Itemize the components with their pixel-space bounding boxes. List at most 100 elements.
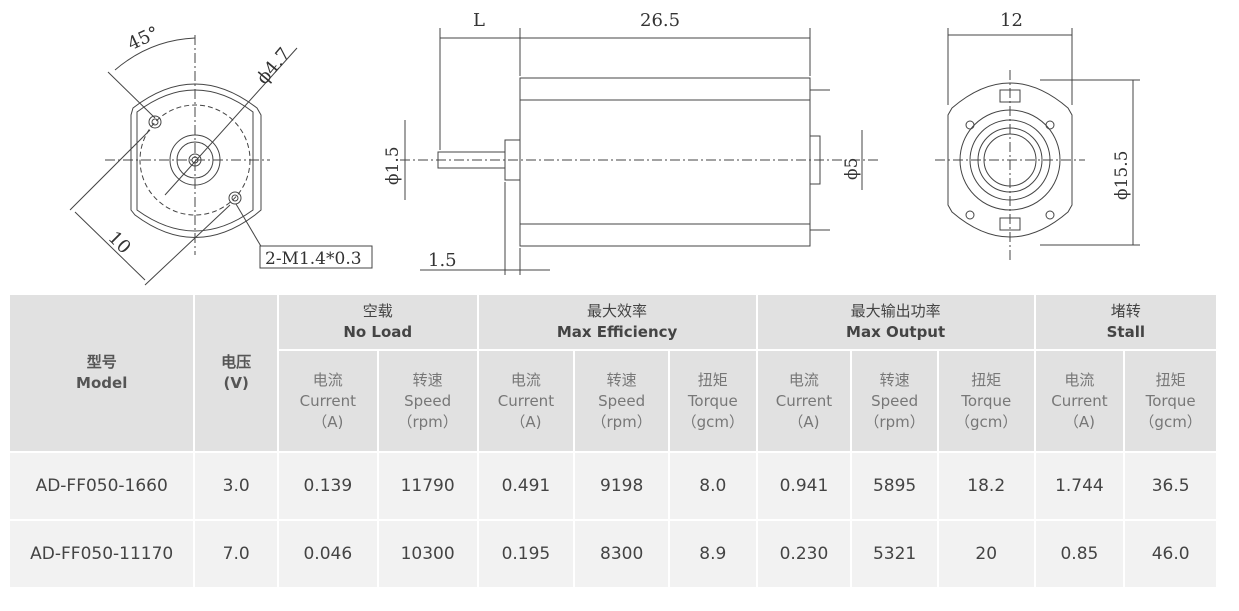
subheader-zh: 电流 [788, 370, 819, 389]
value-cell: 9198 [575, 453, 668, 519]
subheader-cell: 电流 Current （A) [478, 351, 574, 451]
rear-diameter-label: ϕ15.5 [1112, 151, 1132, 200]
subheader-unit: （gcm） [681, 412, 744, 431]
group-zh: 空载 [362, 302, 393, 320]
subheader-zh: 电流 [1064, 370, 1095, 389]
subheader-unit: （A) [312, 412, 344, 431]
group-max-efficiency: 最大效率 Max Efficiency [478, 295, 756, 349]
subheader-en: Torque [687, 391, 738, 410]
value-cell: 10300 [378, 521, 477, 587]
thread-label: 2-M1.4*0.3 [265, 249, 362, 269]
model-zh: 型号 [86, 353, 117, 371]
subheader-cell: 电流 Current （A) [1035, 351, 1124, 451]
value-cell: 1.744 [1035, 453, 1124, 519]
subheader-zh: 电流 [312, 370, 343, 389]
subheader-zh: 扭矩 [971, 370, 1002, 389]
subheader-en: Current [775, 391, 833, 410]
motor-technical-drawing: 45° ϕ4.7 10 2-M1.4*0.3 L 26.5 ϕ1.5 ϕ5 1.… [69, 10, 1140, 286]
boss-diameter-label: ϕ5 [842, 158, 862, 180]
table-row: AD-FF050-1660 3.0 0.139 11790 0.491 9198 8.0 0.… [10, 453, 1216, 519]
group-zh: 最大输出功率 [850, 302, 941, 320]
value-cell: 0.139 [278, 453, 377, 519]
subheader-en: Current [497, 391, 555, 410]
subheader-cell: 扭矩 Torque （gcm） [938, 351, 1034, 451]
group-en: Max Efficiency [556, 323, 678, 341]
voltage-header: 电压 (V) [195, 295, 277, 451]
motor-spec-table: 型号 Model 电压 (V) 空载 No Load 最大效率 Max Efficien… [8, 293, 1218, 589]
subheader-en: Torque [961, 391, 1012, 410]
value-cell: 0.230 [757, 521, 851, 587]
subheader-cell: 转速 Speed （rpm） [575, 351, 668, 451]
group-en: Stall [1106, 323, 1145, 341]
shaft-diameter-label: ϕ1.5 [383, 146, 403, 185]
value-cell: 20 [938, 521, 1034, 587]
group-stall: 堵转 Stall [1035, 295, 1216, 349]
value-cell: 5895 [852, 453, 937, 519]
subheader-cell: 扭矩 Torque （gcm） [1125, 351, 1216, 451]
value-cell: 0.85 [1035, 521, 1124, 587]
value-cell: 46.0 [1125, 521, 1216, 587]
hole-circle-label: ϕ4.7 [253, 44, 295, 89]
subheader-en: Current [1051, 391, 1108, 410]
subheader-en: Torque [1145, 391, 1196, 410]
subheader-unit: （gcm） [955, 412, 1018, 431]
subheader-unit: （rpm） [591, 412, 652, 431]
subheader-en: Speed [404, 391, 452, 410]
value-cell: 36.5 [1125, 453, 1216, 519]
group-zh: 堵转 [1110, 302, 1141, 320]
value-cell: 0.941 [757, 453, 851, 519]
table-header-row: 型号 Model 电压 (V) 空载 No Load 最大效率 Max Efficien… [10, 295, 1216, 451]
subheader-cell: 电流 Current （A) [757, 351, 851, 451]
voltage-en: (V) [223, 374, 249, 392]
width-label: 10 [104, 227, 135, 258]
side-view: L 26.5 ϕ1.5 ϕ5 1.5 [383, 10, 880, 275]
value-cell: 7.0 [195, 521, 277, 587]
group-en: Max Output [846, 323, 946, 341]
angle-label: 45° [124, 22, 162, 55]
model-cell: AD-FF050-1660 [10, 453, 194, 519]
rear-view: 12 ϕ15.5 [935, 10, 1140, 260]
subheader-cell: 电流 Current （A) [278, 351, 377, 451]
subheader-cell: 扭矩 Torque （gcm） [670, 351, 756, 451]
value-cell: 11790 [378, 453, 477, 519]
group-zh: 最大效率 [587, 302, 648, 320]
value-cell: 8300 [575, 521, 668, 587]
voltage-zh: 电压 [221, 353, 252, 371]
model-header: 型号 Model [10, 295, 194, 451]
subheader-unit: （A) [788, 412, 820, 431]
subheader-unit: （gcm） [1139, 412, 1202, 431]
subheader-zh: 电流 [510, 370, 541, 389]
value-cell: 18.2 [938, 453, 1034, 519]
front-view: 45° ϕ4.7 10 2-M1.4*0.3 [69, 22, 373, 286]
subheader-cell: 转速 Speed （rpm） [852, 351, 937, 451]
subheader-cell: 转速 Speed （rpm） [378, 351, 477, 451]
value-cell: 0.491 [478, 453, 574, 519]
flange-thickness-label: 1.5 [428, 250, 457, 271]
subheader-zh: 转速 [879, 370, 910, 389]
subheader-zh: 扭矩 [1155, 370, 1186, 389]
value-cell: 8.0 [670, 453, 756, 519]
value-cell: 5321 [852, 521, 937, 587]
group-en: No Load [343, 323, 413, 341]
subheader-unit: （A) [1063, 412, 1095, 431]
subheader-zh: 转速 [606, 370, 637, 389]
value-cell: 3.0 [195, 453, 277, 519]
rear-width-label: 12 [1000, 10, 1023, 31]
value-cell: 0.046 [278, 521, 377, 587]
subheader-unit: （A) [510, 412, 542, 431]
value-cell: 0.195 [478, 521, 574, 587]
group-no-load: 空载 No Load [278, 295, 477, 349]
table-subheader-row: 电流 Current （A) 转速 Speed （rpm） 电流 Current （A) 转速 Sp… [10, 351, 1216, 451]
subheader-en: Speed [871, 391, 919, 410]
model-en: Model [76, 374, 128, 392]
subheader-unit: （rpm） [397, 412, 458, 431]
table-row: AD-FF050-11170 7.0 0.046 10300 0.195 8300 8.9 0… [10, 521, 1216, 587]
model-cell: AD-FF050-11170 [10, 521, 194, 587]
group-max-output: 最大输出功率 Max Output [757, 295, 1034, 349]
subheader-unit: （rpm） [864, 412, 925, 431]
value-cell: 8.9 [670, 521, 756, 587]
subheader-en: Speed [598, 391, 646, 410]
body-length-label: 26.5 [640, 10, 680, 31]
subheader-zh: 转速 [412, 370, 443, 389]
subheader-en: Current [299, 391, 356, 410]
